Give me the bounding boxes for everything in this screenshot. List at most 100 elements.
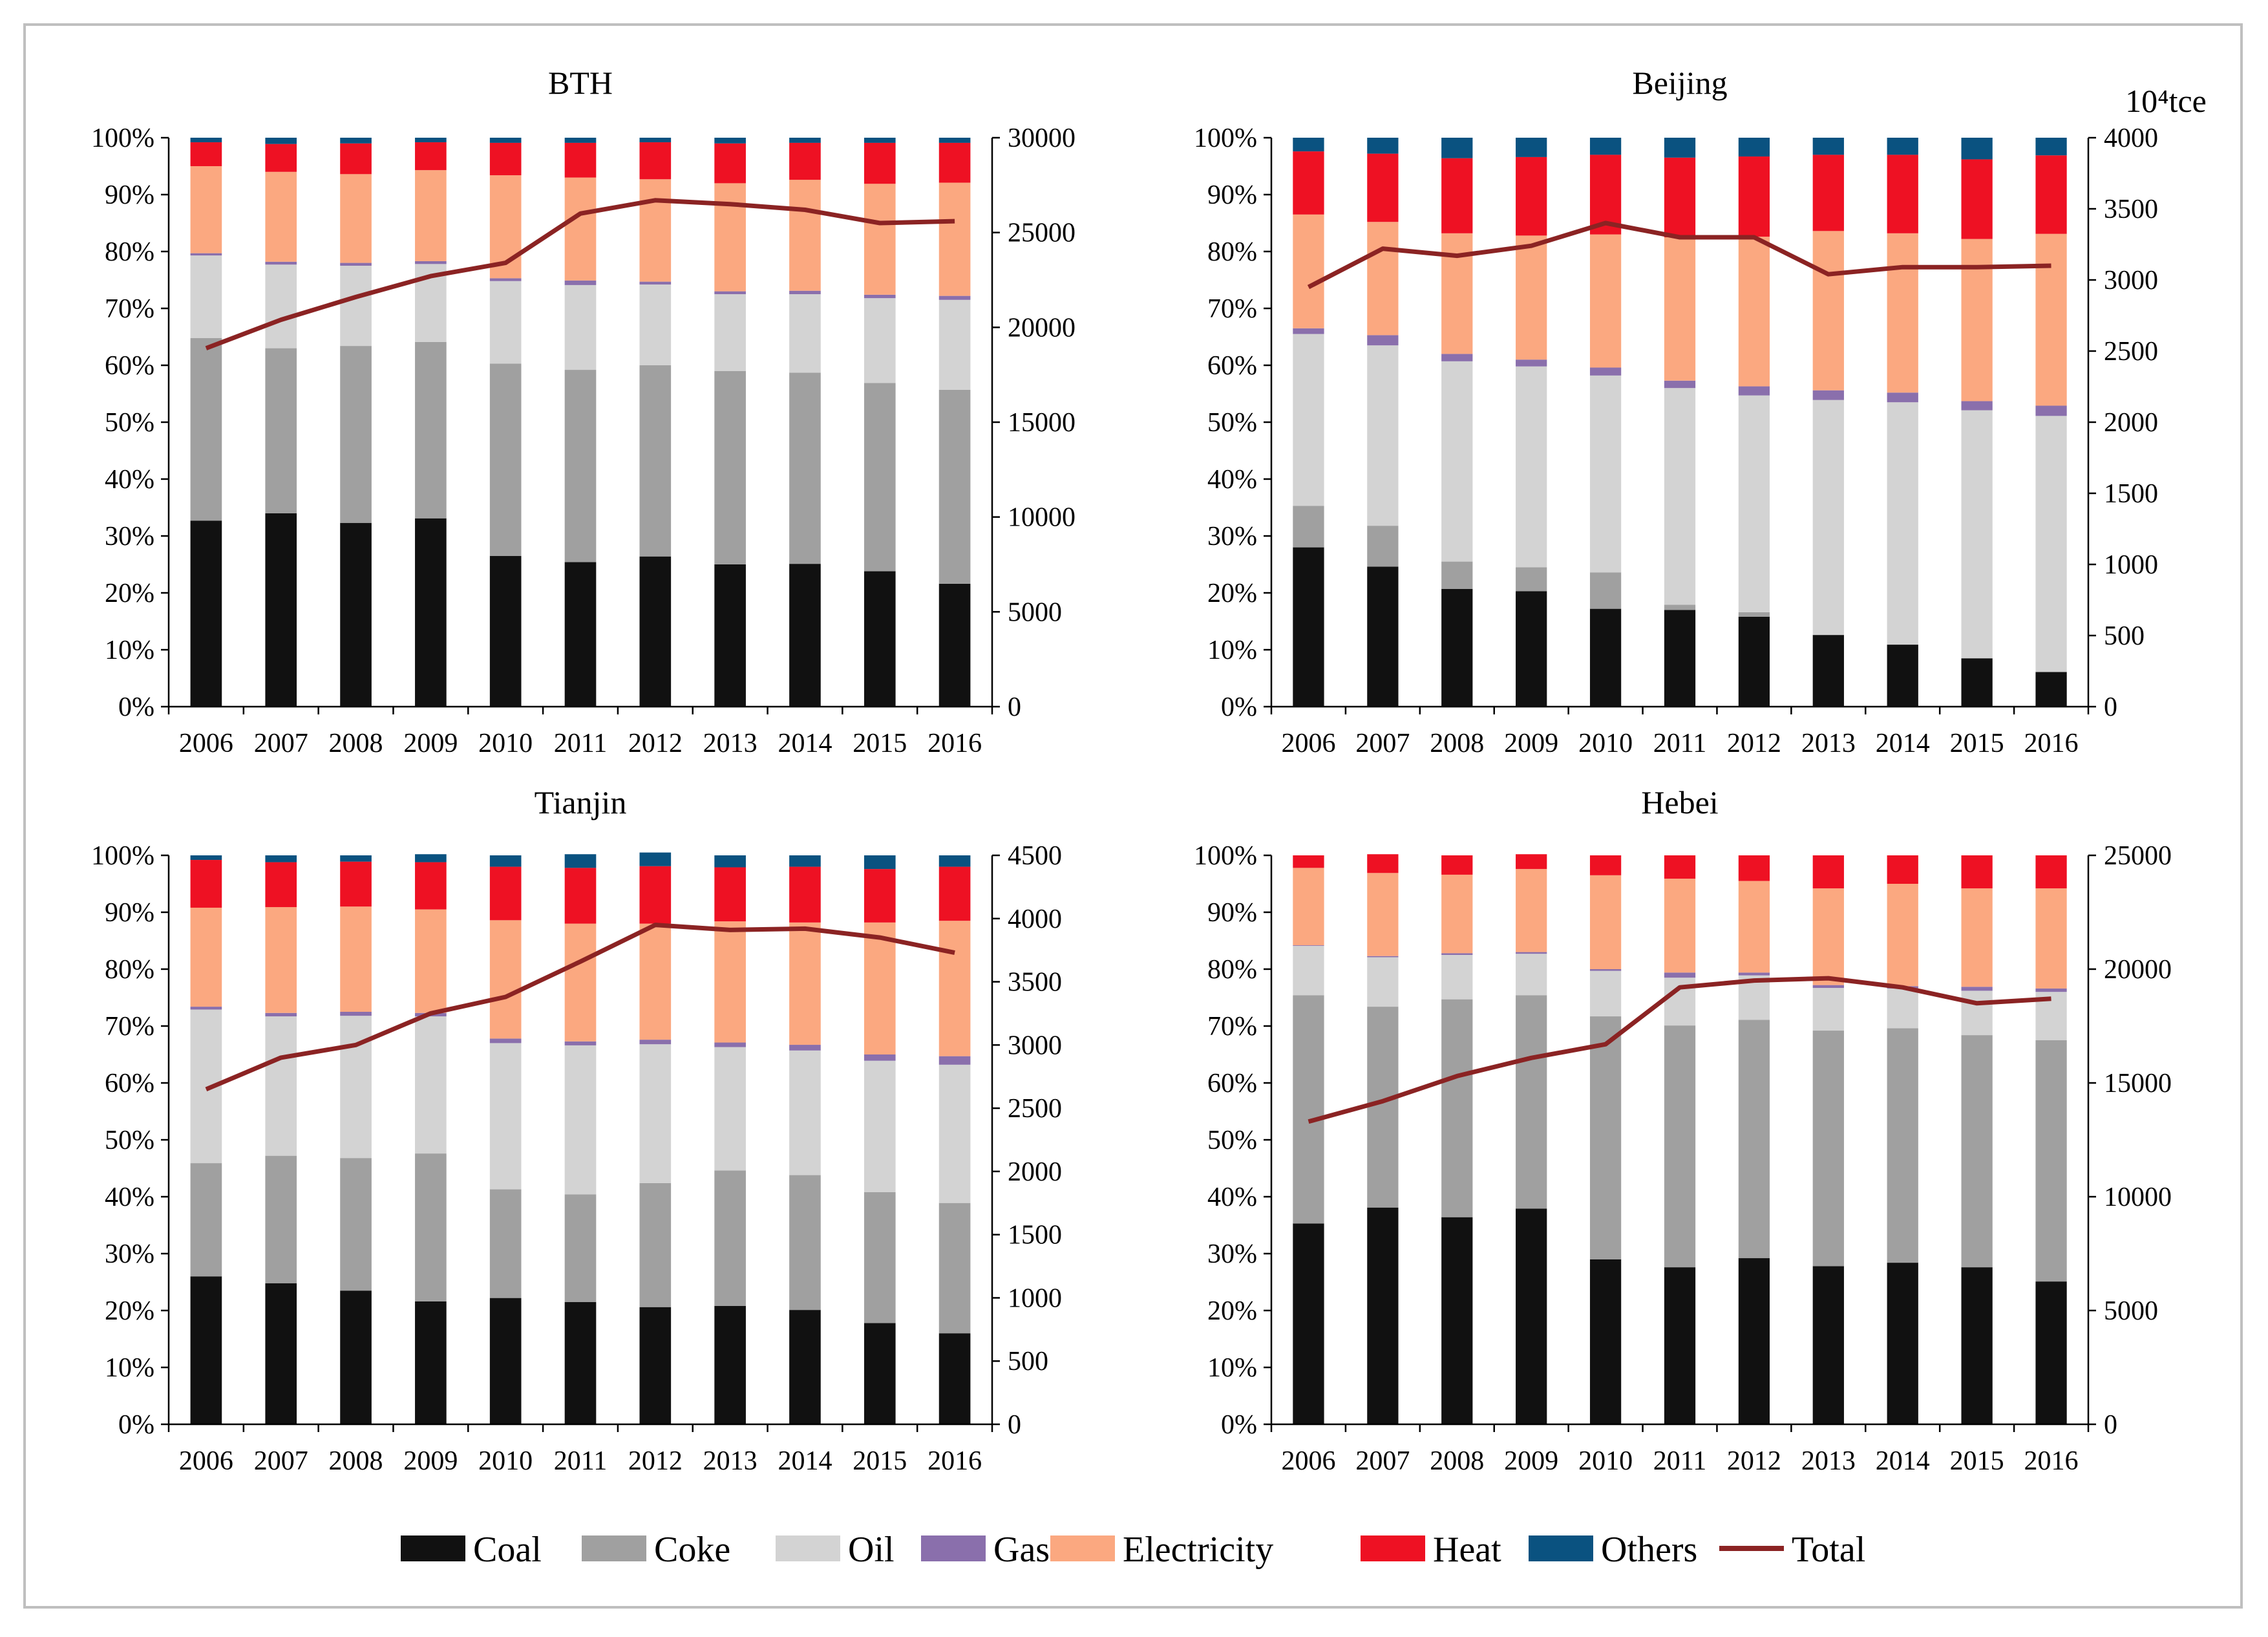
bar-others-2013 (714, 138, 746, 144)
right-tick-label: 3500 (1008, 968, 1062, 998)
bar-oil-2013 (714, 1047, 746, 1171)
bar-electricity-2015 (864, 922, 896, 1054)
x-tick-label: 2012 (628, 1446, 683, 1476)
bar-others-2015 (864, 855, 896, 870)
legend-swatch-icon (921, 1535, 986, 1561)
bar-gas-2007 (265, 1012, 297, 1017)
bar-coal-2008 (1441, 588, 1473, 707)
bar-heat-2008 (1441, 158, 1473, 233)
bar-coal-2012 (1738, 1258, 1770, 1424)
bar-oil-2007 (265, 264, 297, 348)
bar-coal-2012 (639, 556, 672, 707)
bar-oil-2010 (1589, 375, 1622, 573)
right-tick-label: 500 (1008, 1347, 1048, 1376)
left-tick-label: 100% (91, 841, 154, 871)
bar-oil-2012 (639, 284, 672, 365)
bar-others-2015 (864, 138, 896, 143)
bar-heat-2008 (340, 861, 372, 907)
x-tick-label: 2011 (554, 729, 607, 758)
bar-electricity-2011 (564, 177, 597, 281)
bar-gas-2010 (1589, 969, 1622, 971)
panel-title: Tianjin (535, 784, 627, 820)
left-tick-label: 90% (1207, 898, 1257, 928)
left-tick-label: 30% (105, 1239, 154, 1269)
bar-gas-2016 (938, 1056, 971, 1065)
bar-others-2009 (1516, 138, 1547, 157)
bar-electricity-2014 (789, 922, 821, 1045)
bar-oil-2011 (564, 1045, 597, 1195)
right-tick-label: 10000 (1008, 503, 1076, 533)
bar-oil-2009 (415, 1016, 447, 1154)
bar-others-2012 (1738, 138, 1770, 157)
bar-heat-2007 (1367, 153, 1399, 222)
left-tick-label: 50% (105, 408, 154, 438)
bar-electricity-2013 (714, 183, 746, 292)
bar-others-2014 (1887, 138, 1918, 155)
bar-gas-2006 (1293, 945, 1324, 946)
legend-item-oil: Oil (776, 1530, 895, 1570)
left-tick-label: 60% (1207, 351, 1257, 381)
x-tick-label: 2012 (1727, 1446, 1781, 1476)
x-tick-label: 2012 (1727, 729, 1781, 758)
bar-gas-2014 (1887, 392, 1918, 403)
left-tick-label: 0% (118, 1410, 154, 1440)
bar-electricity-2007 (1367, 873, 1399, 956)
left-tick-label: 20% (1207, 1296, 1257, 1326)
bar-electricity-2008 (340, 906, 372, 1012)
bar-heat-2009 (415, 862, 447, 910)
bar-oil-2015 (1961, 410, 1993, 659)
bar-gas-2006 (1293, 328, 1324, 334)
bar-oil-2011 (1664, 388, 1696, 605)
x-tick-label: 2013 (703, 729, 758, 758)
bar-others-2007 (265, 855, 297, 862)
right-tick-label: 30000 (1008, 123, 1076, 153)
bar-gas-2016 (2035, 988, 2067, 992)
x-tick-label: 2006 (179, 729, 233, 758)
bar-gas-2010 (489, 278, 522, 281)
bar-heat-2012 (639, 866, 672, 924)
left-tick-label: 10% (1207, 1353, 1257, 1383)
bar-gas-2011 (564, 1041, 597, 1045)
bar-coke-2013 (714, 1170, 746, 1306)
bar-electricity-2011 (564, 923, 597, 1042)
x-tick-label: 2010 (1578, 1446, 1633, 1476)
right-tick-label: 1000 (2104, 550, 2158, 580)
bar-heat-2010 (489, 142, 522, 176)
legend-item-total: Total (1719, 1530, 1865, 1570)
bar-coal-2014 (1887, 645, 1918, 707)
bar-coke-2006 (190, 1163, 222, 1277)
bar-oil-2007 (265, 1016, 297, 1156)
bar-gas-2013 (714, 1042, 746, 1047)
x-tick-label: 2006 (1281, 729, 1335, 758)
bar-coal-2010 (489, 1298, 522, 1424)
bar-gas-2016 (938, 295, 971, 300)
bar-heat-2015 (1961, 855, 1993, 889)
x-tick-label: 2016 (2024, 1446, 2079, 1476)
bar-electricity-2011 (1664, 237, 1696, 381)
legend-swatch-icon (1361, 1535, 1425, 1561)
bar-others-2006 (190, 138, 222, 143)
legend-swatch-icon (582, 1535, 646, 1561)
left-tick-label: 0% (118, 692, 154, 722)
bar-heat-2013 (714, 143, 746, 184)
legend-label: Gas (993, 1530, 1050, 1570)
x-tick-label: 2013 (703, 1446, 758, 1476)
bar-coal-2016 (2035, 1281, 2067, 1424)
bar-others-2014 (789, 138, 821, 143)
bar-heat-2013 (1812, 155, 1844, 231)
legend-label: Others (1601, 1530, 1697, 1570)
bar-coke-2007 (1367, 1007, 1399, 1208)
right-tick-label: 5000 (1008, 597, 1062, 627)
bar-gas-2013 (714, 291, 746, 294)
bar-electricity-2012 (639, 923, 672, 1040)
bar-coal-2011 (564, 562, 597, 707)
bar-gas-2008 (1441, 953, 1473, 955)
bar-others-2009 (415, 138, 447, 143)
bar-coke-2006 (190, 337, 222, 521)
bar-coal-2006 (1293, 547, 1324, 707)
bar-others-2013 (1812, 138, 1844, 155)
bar-heat-2009 (415, 142, 447, 171)
left-tick-label: 0% (1221, 1410, 1257, 1440)
right-tick-label: 0 (2104, 692, 2117, 722)
left-tick-label: 90% (105, 180, 154, 210)
